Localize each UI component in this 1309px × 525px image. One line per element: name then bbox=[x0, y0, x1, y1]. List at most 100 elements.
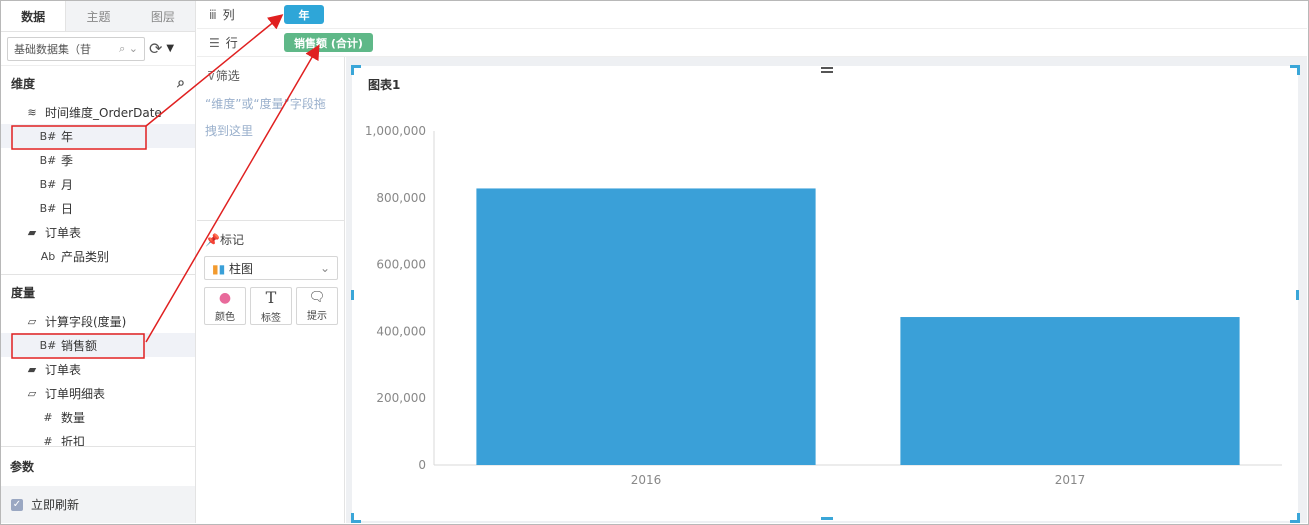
filter-title-group: ⊽筛选 bbox=[207, 67, 240, 84]
tree-item-quarter[interactable]: B# 季 bbox=[1, 148, 195, 172]
resize-handle-bottom[interactable] bbox=[821, 517, 833, 520]
date-field-icon: B# bbox=[39, 177, 57, 191]
tree-item-label: 计算字段(度量) bbox=[45, 314, 127, 329]
tree-item-sales[interactable]: B# 销售额 bbox=[1, 333, 195, 357]
color-button[interactable]: ● 颜色 bbox=[204, 287, 246, 325]
tree-item-label: 产品类别 bbox=[61, 249, 110, 264]
mark-area: 📌标记 ▮▮ 柱图 ⌄ ● 颜色 T 标签 🗨 提示 bbox=[197, 220, 344, 325]
row-pill-sales[interactable]: 销售额 (合计) bbox=[284, 33, 373, 52]
tree-item-time-dimension[interactable]: ≋ 时间维度_OrderDate bbox=[1, 100, 195, 124]
measure-title: 度量 bbox=[11, 285, 36, 300]
tree-item-label: 日 bbox=[61, 201, 74, 216]
resize-handle-right[interactable] bbox=[1296, 290, 1299, 300]
layers-icon: ≋ bbox=[27, 105, 37, 119]
row-shelf[interactable]: ☰ 行 销售额 (合计) bbox=[197, 29, 1307, 57]
folder-icon: ▰ bbox=[27, 225, 37, 239]
section-divider bbox=[1, 274, 195, 275]
caret-down-icon[interactable]: ▼ bbox=[166, 43, 175, 54]
y-tick-label: 0 bbox=[418, 458, 426, 472]
tooltip-icon: 🗨 bbox=[308, 290, 326, 305]
tree-item-quantity[interactable]: # 数量 bbox=[1, 405, 195, 429]
mark-type-select[interactable]: ▮▮ 柱图 ⌄ bbox=[204, 256, 338, 280]
tree-item-day[interactable]: B# 日 bbox=[1, 196, 195, 220]
tree-item-order-detail[interactable]: ▱ 订单明细表 bbox=[1, 381, 195, 405]
number-field-icon: B# bbox=[39, 338, 57, 352]
tab-data[interactable]: 数据 bbox=[1, 1, 67, 31]
bar-chart-icon: ▮ bbox=[212, 261, 219, 276]
pin-icon: 📌 bbox=[205, 233, 220, 247]
dimension-header: 维度 ⌕ bbox=[1, 66, 195, 100]
mark-type-value: 柱图 bbox=[229, 261, 254, 276]
bar-chart-icon-secondary: ▮ bbox=[218, 261, 226, 276]
refresh-toggle[interactable]: ✓ 立即刷新 bbox=[1, 486, 195, 523]
tree-item-order-table[interactable]: ▰ 订单表 bbox=[1, 220, 195, 244]
column-pill-year[interactable]: 年 bbox=[284, 5, 324, 24]
resize-handle-br[interactable] bbox=[1290, 513, 1300, 523]
y-tick-label: 600,000 bbox=[376, 258, 426, 272]
mark-buttons: ● 颜色 T 标签 🗨 提示 bbox=[204, 287, 338, 325]
date-field-icon: B# bbox=[39, 129, 57, 143]
filter-icon: ⊽ bbox=[207, 69, 216, 83]
tree-item-month[interactable]: B# 月 bbox=[1, 172, 195, 196]
tree-item-label: 时间维度_OrderDate bbox=[45, 105, 162, 120]
resize-handle-top[interactable] bbox=[821, 67, 833, 73]
y-tick-label: 800,000 bbox=[376, 191, 426, 205]
color-button-label: 颜色 bbox=[215, 311, 235, 323]
column-shelf[interactable]: ⅲ 列 年 bbox=[197, 1, 1307, 29]
filter-title: 筛选 bbox=[215, 69, 240, 83]
chevron-down-icon: ⌄ bbox=[319, 261, 330, 275]
bar-2016 bbox=[476, 188, 816, 465]
tree-item-year[interactable]: B# 年 bbox=[1, 124, 195, 148]
data-panel: 数据 主题 图层 基础数据集（苷 ⌕ ⌄ ⟳ ▼ 维度 ⌕ ≋ 时间维度_Ord… bbox=[1, 1, 196, 523]
dataset-value: 基础数据集（苷 bbox=[14, 42, 91, 56]
resize-handle-tl[interactable] bbox=[351, 65, 361, 75]
tree-item-label: 订单表 bbox=[45, 225, 82, 240]
x-tick-label: 2017 bbox=[1055, 473, 1086, 487]
row-shelf-label: 行 bbox=[225, 36, 238, 50]
panel-tabs: 数据 主题 图层 bbox=[1, 1, 195, 32]
tree-item-label: 数量 bbox=[61, 410, 86, 425]
mark-title: 标记 bbox=[219, 233, 244, 247]
x-tick-label: 2016 bbox=[631, 473, 662, 487]
tree-item-label: 季 bbox=[61, 153, 74, 168]
mark-type-value-group: ▮▮ 柱图 bbox=[212, 260, 253, 277]
refresh-label: 立即刷新 bbox=[31, 498, 80, 512]
columns-icon: ⅲ bbox=[209, 7, 217, 22]
tree-item-measure-order-table[interactable]: ▰ 订单表 bbox=[1, 357, 195, 381]
column-shelf-label: 列 bbox=[222, 8, 235, 22]
text-field-icon: Ab bbox=[40, 249, 56, 263]
number-field-icon: # bbox=[43, 410, 53, 424]
bar-2017 bbox=[900, 317, 1240, 465]
params-title: 参数 bbox=[10, 460, 35, 474]
tree-item-calc-fields[interactable]: ▱ 计算字段(度量) bbox=[1, 309, 195, 333]
column-shelf-label-group: ⅲ 列 bbox=[209, 6, 284, 23]
checkbox-checked-icon[interactable]: ✓ bbox=[11, 498, 23, 511]
tree-item-label: 销售额 bbox=[61, 338, 98, 353]
tree-item-discount[interactable]: # 折扣 bbox=[1, 429, 195, 453]
tree-item-label: 年 bbox=[61, 129, 74, 144]
tooltip-button-label: 提示 bbox=[307, 311, 327, 322]
refresh-icon[interactable]: ⟳ bbox=[149, 39, 163, 58]
label-button[interactable]: T 标签 bbox=[250, 287, 292, 325]
resize-handle-left[interactable] bbox=[351, 290, 354, 300]
resize-handle-tr[interactable] bbox=[1290, 65, 1300, 75]
search-icon[interactable]: ⌕ bbox=[177, 75, 185, 91]
date-field-icon: B# bbox=[39, 153, 57, 167]
number-field-icon: # bbox=[43, 434, 53, 448]
tree-item-label: 订单表 bbox=[45, 362, 82, 377]
search-icon: ⌕ ⌄ bbox=[119, 41, 138, 55]
filter-drop-zone[interactable]: “维度”或“度量”字段拖拽到这里 bbox=[205, 97, 326, 138]
tab-layers[interactable]: 图层 bbox=[150, 9, 175, 24]
date-field-icon: B# bbox=[39, 201, 57, 215]
resize-handle-bl[interactable] bbox=[351, 513, 361, 523]
y-tick-label: 200,000 bbox=[376, 391, 426, 405]
tree-item-label: 折扣 bbox=[61, 434, 86, 449]
tree-item-label: 月 bbox=[61, 177, 74, 192]
y-tick-label: 400,000 bbox=[376, 324, 426, 338]
tree-item-label: 订单明细表 bbox=[45, 386, 106, 401]
chart-card[interactable]: 图表1 0 200,000 400,000 600,000 800,000 1,000,0… bbox=[352, 66, 1298, 521]
dataset-select[interactable]: 基础数据集（苷 ⌕ ⌄ bbox=[7, 36, 145, 61]
tree-item-product-category[interactable]: Ab 产品类别 bbox=[1, 244, 195, 268]
tooltip-button[interactable]: 🗨 提示 bbox=[296, 287, 338, 325]
tab-theme[interactable]: 主题 bbox=[86, 9, 111, 24]
